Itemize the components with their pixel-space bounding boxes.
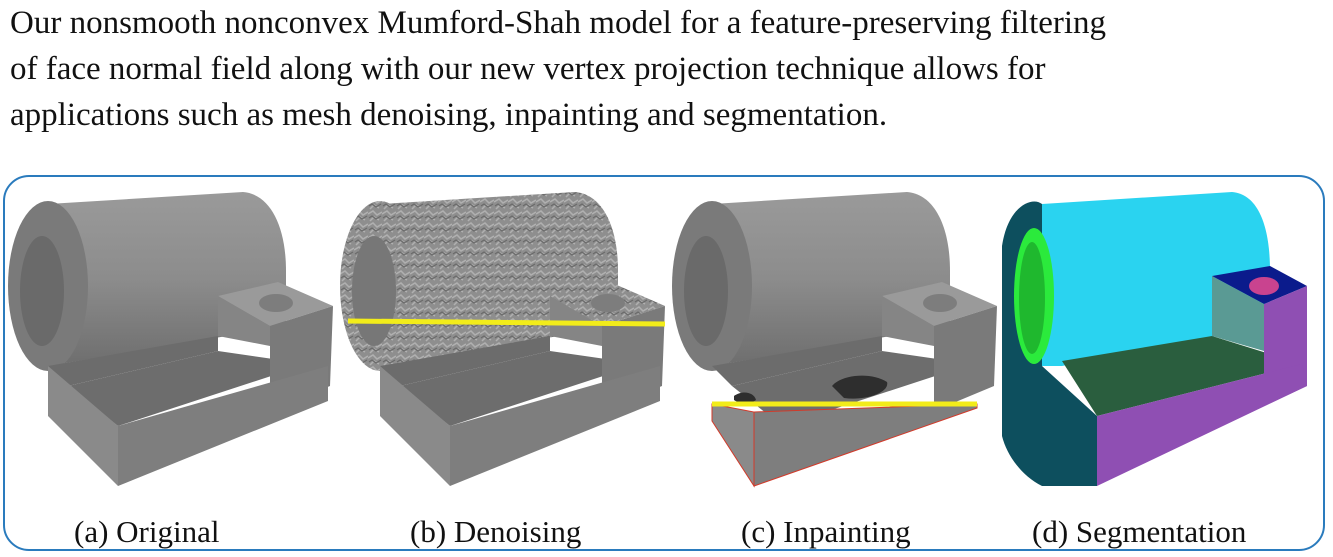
- label-inpainting: (c) Inpainting: [741, 514, 911, 549]
- caption-line-1: Our nonsmooth nonconvex Mumford-Shah mod…: [10, 5, 1107, 41]
- panel-denoising: [340, 186, 670, 486]
- panel-segmentation: [1002, 186, 1332, 486]
- figure-frame: [3, 175, 1325, 551]
- mesh-original-image: [8, 192, 333, 486]
- hole-region: [832, 375, 888, 399]
- label-denoising: (b) Denoising: [410, 514, 582, 549]
- mesh-segmented-image: [1002, 192, 1307, 486]
- figure-caption: Our nonsmooth nonconvex Mumford-Shah mod…: [10, 0, 1330, 138]
- label-original: (a) Original: [74, 514, 220, 549]
- caption-line-3: applications such as mesh denoising, inp…: [10, 97, 888, 133]
- panel-inpainting: [672, 186, 1002, 488]
- label-segmentation: (d) Segmentation: [1032, 514, 1247, 549]
- mesh-noisy-image: [340, 192, 666, 486]
- split-line: [347, 318, 666, 327]
- panel-original: [8, 186, 338, 486]
- mesh-inpainted-image: [672, 192, 997, 488]
- caption-line-2: of face normal field along with our new …: [10, 51, 1046, 87]
